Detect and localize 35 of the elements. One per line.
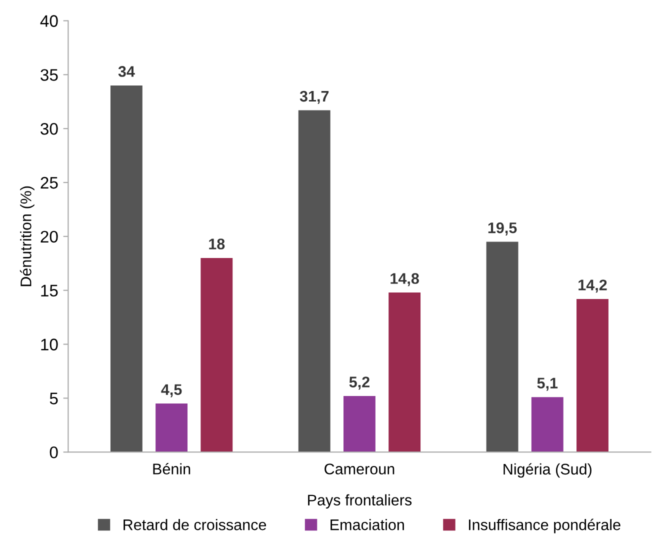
- bar: [531, 397, 564, 452]
- x-tick-label: Cameroun: [324, 464, 394, 474]
- y-tick-label: 10: [41, 338, 58, 350]
- bar: [576, 298, 608, 452]
- y-tick-label: 30: [40, 122, 58, 135]
- x-tick-label: Nigéria (Sud): [504, 463, 592, 478]
- x-tick-label: Bénin: [153, 463, 190, 474]
- legend-label: Emaciation: [330, 518, 404, 530]
- data-label: 4,5: [161, 384, 182, 398]
- y-tick-label: 35: [40, 69, 58, 81]
- data-label: 19,5: [488, 222, 517, 236]
- bar: [388, 292, 421, 452]
- data-label: 18: [209, 238, 225, 250]
- y-tick-label: 0: [50, 446, 58, 458]
- x-axis-title: Pays frontaliers: [308, 494, 412, 509]
- bar: [298, 110, 330, 452]
- bar: [110, 85, 142, 452]
- y-axis-title: Dénutrition (%): [20, 186, 34, 286]
- data-label: 5,2: [349, 376, 370, 390]
- data-label: 31,7: [300, 90, 329, 104]
- data-label: 5,1: [537, 378, 558, 391]
- data-label: 14,8: [390, 273, 419, 286]
- y-tick-label: 20: [40, 230, 58, 243]
- y-tick-label: 5: [50, 392, 58, 404]
- legend-label: Retard de croissance: [124, 518, 266, 530]
- bar: [486, 242, 518, 452]
- y-tick-label: 40: [40, 15, 58, 27]
- y-tick-label: 15: [41, 284, 58, 297]
- legend-label: Insuffisance pondérale: [468, 518, 620, 534]
- data-label: 34: [118, 66, 135, 77]
- y-tick-label: 25: [40, 176, 58, 189]
- data-label: 14,2: [578, 280, 607, 293]
- bar: [156, 404, 188, 452]
- bar: [343, 396, 376, 452]
- bar: [200, 258, 233, 452]
